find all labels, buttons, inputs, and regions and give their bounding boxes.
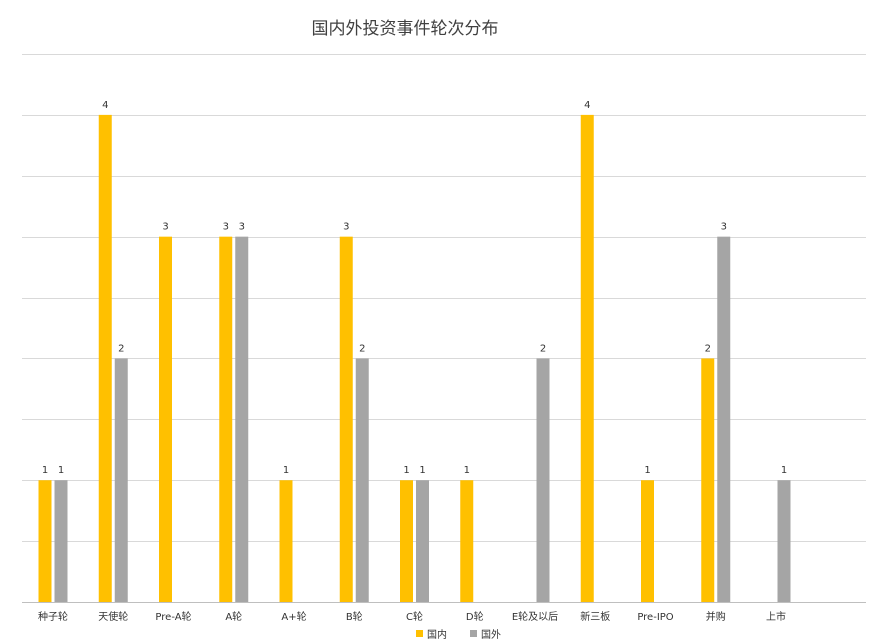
data-label-domestic: 1	[403, 465, 409, 476]
data-label-domestic: 4	[584, 100, 590, 111]
bars	[38, 114, 791, 602]
x-tick-label: Pre-IPO	[637, 612, 673, 623]
legend-swatch-foreign	[470, 630, 477, 637]
legend: 国内 国外	[416, 628, 501, 641]
data-label-foreign: 2	[540, 343, 546, 354]
data-label-foreign: 1	[58, 465, 64, 476]
data-label-domestic: 3	[343, 222, 349, 233]
bar-domestic	[339, 236, 353, 602]
x-tick-label: D轮	[466, 610, 484, 623]
bar-foreign	[416, 480, 429, 602]
bar-domestic	[641, 480, 654, 602]
bar-foreign	[717, 236, 731, 602]
bar-foreign	[54, 480, 68, 602]
data-label-foreign: 3	[239, 222, 245, 233]
data-label-domestic: 3	[223, 222, 229, 233]
bar-domestic	[400, 480, 413, 602]
gridlines	[22, 54, 866, 542]
bar-foreign	[536, 358, 550, 602]
bar-domestic	[38, 480, 52, 602]
data-label-foreign: 1	[781, 465, 787, 476]
data-label-domestic: 1	[283, 465, 289, 476]
x-tick-label: E轮及以后	[512, 610, 558, 623]
bar-domestic	[701, 358, 715, 602]
data-label-foreign: 2	[118, 343, 124, 354]
x-tick-label: 种子轮	[38, 610, 68, 623]
data-label-domestic: 3	[162, 222, 168, 233]
bar-foreign	[777, 480, 791, 602]
x-axis-tick-labels: 种子轮 天使轮 Pre-A轮 A轮 A+轮 B轮 C轮 D轮 E轮及以后 新三板 Pre-IPO 并购…	[38, 610, 786, 623]
x-tick-label: A+轮	[281, 610, 306, 623]
x-tick-label: 上市	[766, 610, 786, 623]
data-label-domestic: 1	[464, 465, 470, 476]
x-tick-label: B轮	[346, 610, 363, 623]
bar-domestic	[219, 236, 233, 602]
chart-title: 国内外投资事件轮次分布	[312, 19, 499, 39]
data-label-domestic: 2	[705, 343, 711, 354]
legend-swatch-domestic	[416, 630, 423, 637]
data-label-foreign: 1	[419, 465, 425, 476]
bar-foreign	[235, 236, 249, 602]
bar-domestic	[580, 114, 594, 602]
data-label-domestic: 4	[102, 100, 108, 111]
x-tick-label: 天使轮	[98, 610, 128, 623]
x-tick-label: Pre-A轮	[155, 610, 191, 623]
data-label-domestic: 1	[42, 465, 48, 476]
bar-domestic	[98, 114, 112, 602]
data-label-foreign: 2	[359, 343, 365, 354]
data-label-domestic: 1	[644, 465, 650, 476]
x-tick-label: 并购	[706, 610, 726, 623]
data-label-foreign: 3	[721, 222, 727, 233]
x-tick-label: C轮	[406, 610, 423, 623]
bar-domestic	[460, 480, 474, 602]
x-tick-label: 新三板	[580, 610, 610, 623]
bar-foreign	[355, 358, 369, 602]
legend-label-domestic: 国内	[427, 628, 447, 641]
legend-label-foreign: 国外	[481, 629, 501, 641]
bar-domestic	[279, 480, 293, 602]
bar-domestic	[159, 236, 172, 602]
bar-foreign	[114, 358, 128, 602]
x-tick-label: A轮	[225, 610, 242, 623]
